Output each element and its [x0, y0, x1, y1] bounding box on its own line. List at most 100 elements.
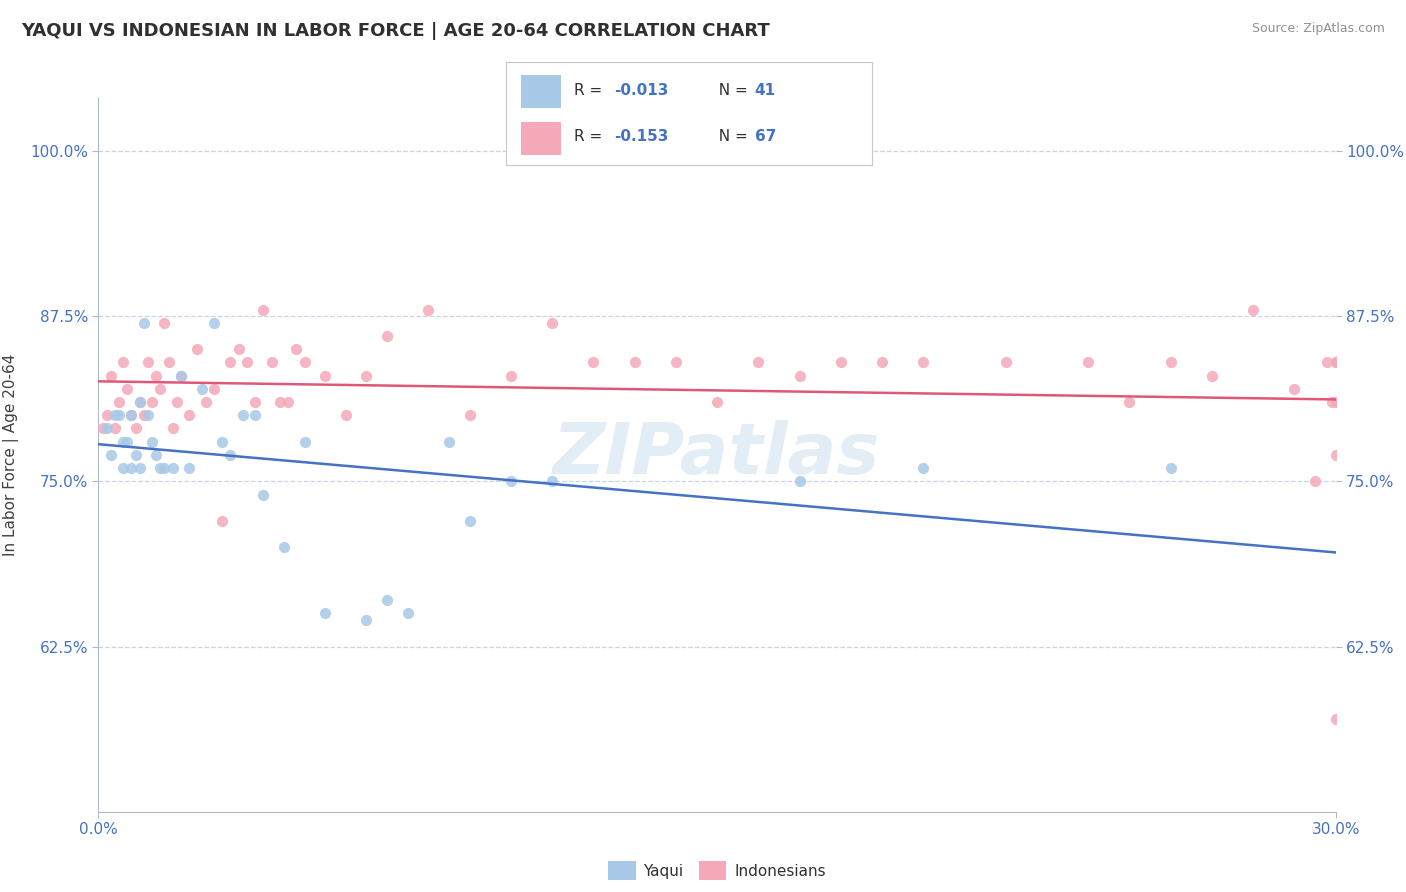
Point — [96, 421, 118, 435]
Point — [499, 475, 522, 489]
Text: 41: 41 — [755, 83, 776, 98]
Point — [375, 593, 398, 607]
Point — [120, 409, 142, 423]
Point — [149, 461, 172, 475]
Point — [1324, 355, 1347, 369]
Point — [356, 368, 378, 383]
Text: -0.013: -0.013 — [614, 83, 668, 98]
Point — [236, 355, 259, 369]
Point — [294, 355, 316, 369]
Point — [458, 514, 481, 528]
Point — [153, 316, 176, 330]
Point — [202, 382, 225, 396]
Point — [499, 368, 522, 383]
Point — [912, 461, 935, 475]
Point — [314, 607, 336, 621]
Point — [1303, 475, 1326, 489]
Point — [1160, 355, 1182, 369]
Point — [912, 355, 935, 369]
Text: Source: ZipAtlas.com: Source: ZipAtlas.com — [1251, 22, 1385, 36]
Point — [112, 355, 135, 369]
Point — [108, 395, 131, 409]
Point — [1324, 712, 1347, 726]
Point — [1324, 448, 1347, 462]
Point — [277, 395, 299, 409]
Point — [232, 409, 254, 423]
Text: R =: R = — [574, 128, 607, 144]
Point — [211, 434, 233, 449]
Point — [211, 514, 233, 528]
Point — [132, 316, 155, 330]
Point — [128, 461, 150, 475]
Point — [1077, 355, 1099, 369]
Point — [186, 342, 208, 356]
Point — [170, 368, 193, 383]
Point — [1316, 355, 1339, 369]
Point — [243, 395, 266, 409]
Point — [162, 421, 184, 435]
Point — [789, 475, 811, 489]
Point — [100, 368, 122, 383]
Point — [1324, 395, 1347, 409]
Point — [202, 316, 225, 330]
Point — [219, 355, 242, 369]
Point — [418, 302, 440, 317]
Point — [1320, 395, 1343, 409]
Point — [396, 607, 419, 621]
Text: -0.153: -0.153 — [614, 128, 668, 144]
Point — [269, 395, 291, 409]
FancyBboxPatch shape — [520, 75, 561, 108]
Point — [96, 409, 118, 423]
Point — [162, 461, 184, 475]
Point — [1160, 461, 1182, 475]
Point — [104, 421, 127, 435]
Point — [170, 368, 193, 383]
Point — [623, 355, 645, 369]
Point — [100, 448, 122, 462]
Point — [273, 541, 295, 555]
Point — [117, 382, 139, 396]
Point — [117, 434, 139, 449]
Point — [228, 342, 250, 356]
Point — [194, 395, 217, 409]
Point — [1324, 355, 1347, 369]
Point — [830, 355, 852, 369]
Point — [179, 461, 201, 475]
Point — [124, 448, 146, 462]
Text: 67: 67 — [755, 128, 776, 144]
Point — [145, 448, 167, 462]
Point — [375, 329, 398, 343]
Point — [219, 448, 242, 462]
Point — [458, 409, 481, 423]
Point — [128, 395, 150, 409]
Point — [120, 409, 142, 423]
Point — [141, 434, 163, 449]
Text: N =: N = — [709, 128, 752, 144]
Point — [179, 409, 201, 423]
Point — [252, 302, 274, 317]
Point — [437, 434, 460, 449]
Text: R =: R = — [574, 83, 607, 98]
Text: N =: N = — [709, 83, 752, 98]
Legend: Yaqui, Indonesians: Yaqui, Indonesians — [602, 855, 832, 886]
Point — [149, 382, 172, 396]
Point — [104, 409, 127, 423]
Text: ZIPatlas: ZIPatlas — [554, 420, 880, 490]
Point — [706, 395, 728, 409]
Point — [294, 434, 316, 449]
Point — [314, 368, 336, 383]
Point — [132, 409, 155, 423]
Point — [91, 421, 114, 435]
Point — [285, 342, 308, 356]
Point — [108, 409, 131, 423]
Point — [166, 395, 188, 409]
Point — [260, 355, 283, 369]
Point — [141, 395, 163, 409]
Point — [994, 355, 1017, 369]
Point — [120, 461, 142, 475]
Point — [335, 409, 357, 423]
FancyBboxPatch shape — [520, 122, 561, 155]
Point — [747, 355, 769, 369]
Point — [243, 409, 266, 423]
Point — [870, 355, 893, 369]
